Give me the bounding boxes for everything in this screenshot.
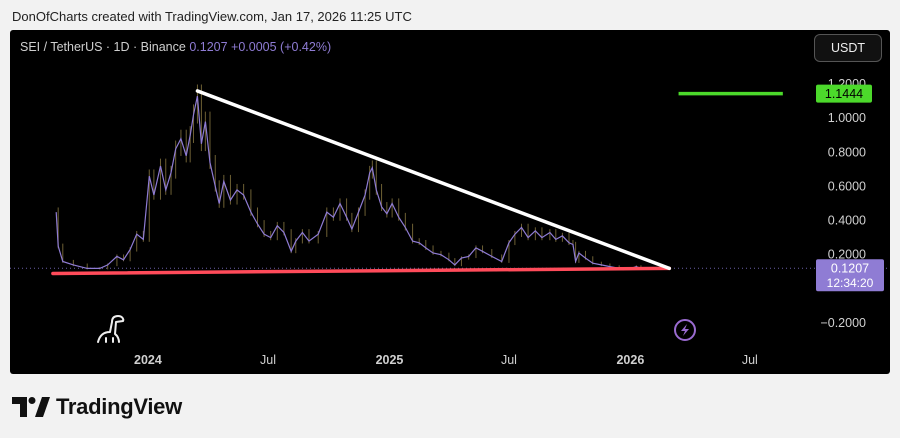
price-series bbox=[55, 84, 642, 270]
y-tick-label: 0.2000 bbox=[828, 248, 866, 262]
lightning-icon bbox=[674, 319, 696, 341]
y-tick-label: 0.4000 bbox=[828, 214, 866, 228]
x-tick-label: Jul bbox=[501, 353, 517, 367]
y-tick-label: 0.6000 bbox=[828, 179, 866, 193]
x-tick-label: 2024 bbox=[134, 353, 162, 367]
symbol-legend: SEI / TetherUS · 1D · Binance 0.1207 +0.… bbox=[20, 40, 331, 54]
x-tick-label: Jul bbox=[742, 353, 758, 367]
resistance-trendline bbox=[195, 89, 672, 271]
chart-panel[interactable]: −0.2000 0.2000 0.4000 0.6000 0.8000 1.0000 1.2… bbox=[10, 30, 890, 374]
bar-countdown-label: 12:34:20 bbox=[827, 276, 874, 290]
current-price-tag bbox=[816, 259, 884, 292]
chart-icons bbox=[97, 315, 696, 343]
current-price-label: 0.1207 bbox=[831, 262, 869, 276]
dinosaur-icon bbox=[97, 315, 125, 343]
lightning-icon-ring bbox=[674, 319, 696, 341]
price-chart[interactable]: −0.20000.20000.40000.60000.80001.00001.2… bbox=[10, 30, 890, 374]
price-change: +0.0005 (+0.42%) bbox=[231, 40, 332, 54]
dinosaur-outline bbox=[97, 315, 125, 343]
trendline-annotations bbox=[51, 89, 783, 276]
x-tick-label: Jul bbox=[260, 353, 276, 367]
chart-caption: DonOfCharts created with TradingView.com… bbox=[12, 9, 412, 24]
tradingview-logo[interactable]: TradingView bbox=[12, 394, 182, 420]
tradingview-logo-icon bbox=[12, 397, 50, 417]
price-line bbox=[55, 95, 642, 269]
target-price-tag bbox=[816, 84, 872, 103]
y-tick-label: −0.2000 bbox=[820, 316, 866, 330]
tradingview-wordmark: TradingView bbox=[56, 394, 182, 419]
x-tick-label: 2026 bbox=[616, 353, 644, 367]
axis-labels: −0.20000.20000.40000.60000.80001.00001.2… bbox=[134, 77, 884, 367]
y-tick-label: 0.8000 bbox=[828, 145, 866, 159]
support-trendline bbox=[51, 266, 672, 276]
currency-button[interactable]: USDT bbox=[814, 34, 882, 62]
y-tick-label: 1.0000 bbox=[828, 111, 866, 125]
lightning-icon-bolt bbox=[681, 324, 689, 336]
target-price-label: 1.1444 bbox=[825, 87, 863, 101]
symbol-name: SEI / TetherUS · 1D · Binance bbox=[20, 40, 186, 54]
x-tick-label: 2025 bbox=[376, 353, 404, 367]
last-price: 0.1207 bbox=[189, 40, 228, 54]
